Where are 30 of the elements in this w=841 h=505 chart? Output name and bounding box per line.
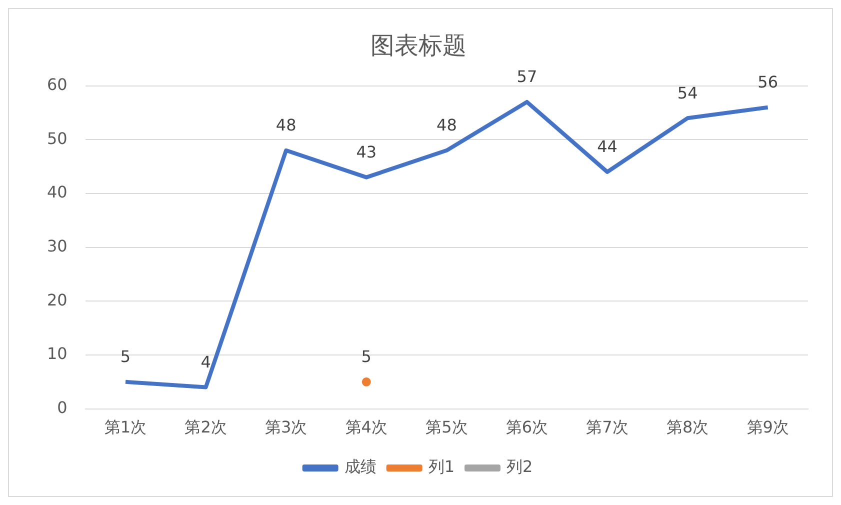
data-label: 56 xyxy=(758,72,778,92)
y-tick-label: 10 xyxy=(47,344,68,364)
data-label: 44 xyxy=(597,137,618,156)
data-label: 5 xyxy=(361,347,372,366)
y-tick-label: 60 xyxy=(47,74,68,94)
data-label: 48 xyxy=(436,116,457,135)
x-tick-label: 第4次 xyxy=(345,418,388,437)
y-tick-label: 30 xyxy=(47,236,68,256)
x-tick-label: 第3次 xyxy=(265,418,308,437)
y-tick-label: 40 xyxy=(47,182,68,202)
legend-label: 列2 xyxy=(506,457,533,476)
legend-label: 列1 xyxy=(428,457,455,476)
x-tick-label: 第2次 xyxy=(184,418,227,437)
x-tick-label: 第7次 xyxy=(586,418,628,437)
y-tick-label: 0 xyxy=(57,398,68,417)
x-tick-label: 第5次 xyxy=(426,418,468,437)
x-tick-label: 第8次 xyxy=(666,418,709,437)
y-tick-label: 20 xyxy=(47,290,68,310)
x-tick-label: 第6次 xyxy=(506,418,548,437)
data-label: 54 xyxy=(677,83,698,102)
data-label: 57 xyxy=(516,67,538,86)
data-label: 48 xyxy=(276,116,296,135)
data-label: 5 xyxy=(120,347,131,366)
legend-label: 成绩 xyxy=(344,457,376,476)
x-tick-label: 第1次 xyxy=(104,418,147,437)
y-tick-label: 50 xyxy=(47,128,68,148)
x-tick-label: 第9次 xyxy=(746,418,789,437)
data-label: 43 xyxy=(356,142,377,162)
chart-title: 图表标题 xyxy=(370,32,466,60)
data-label: 4 xyxy=(200,352,211,372)
